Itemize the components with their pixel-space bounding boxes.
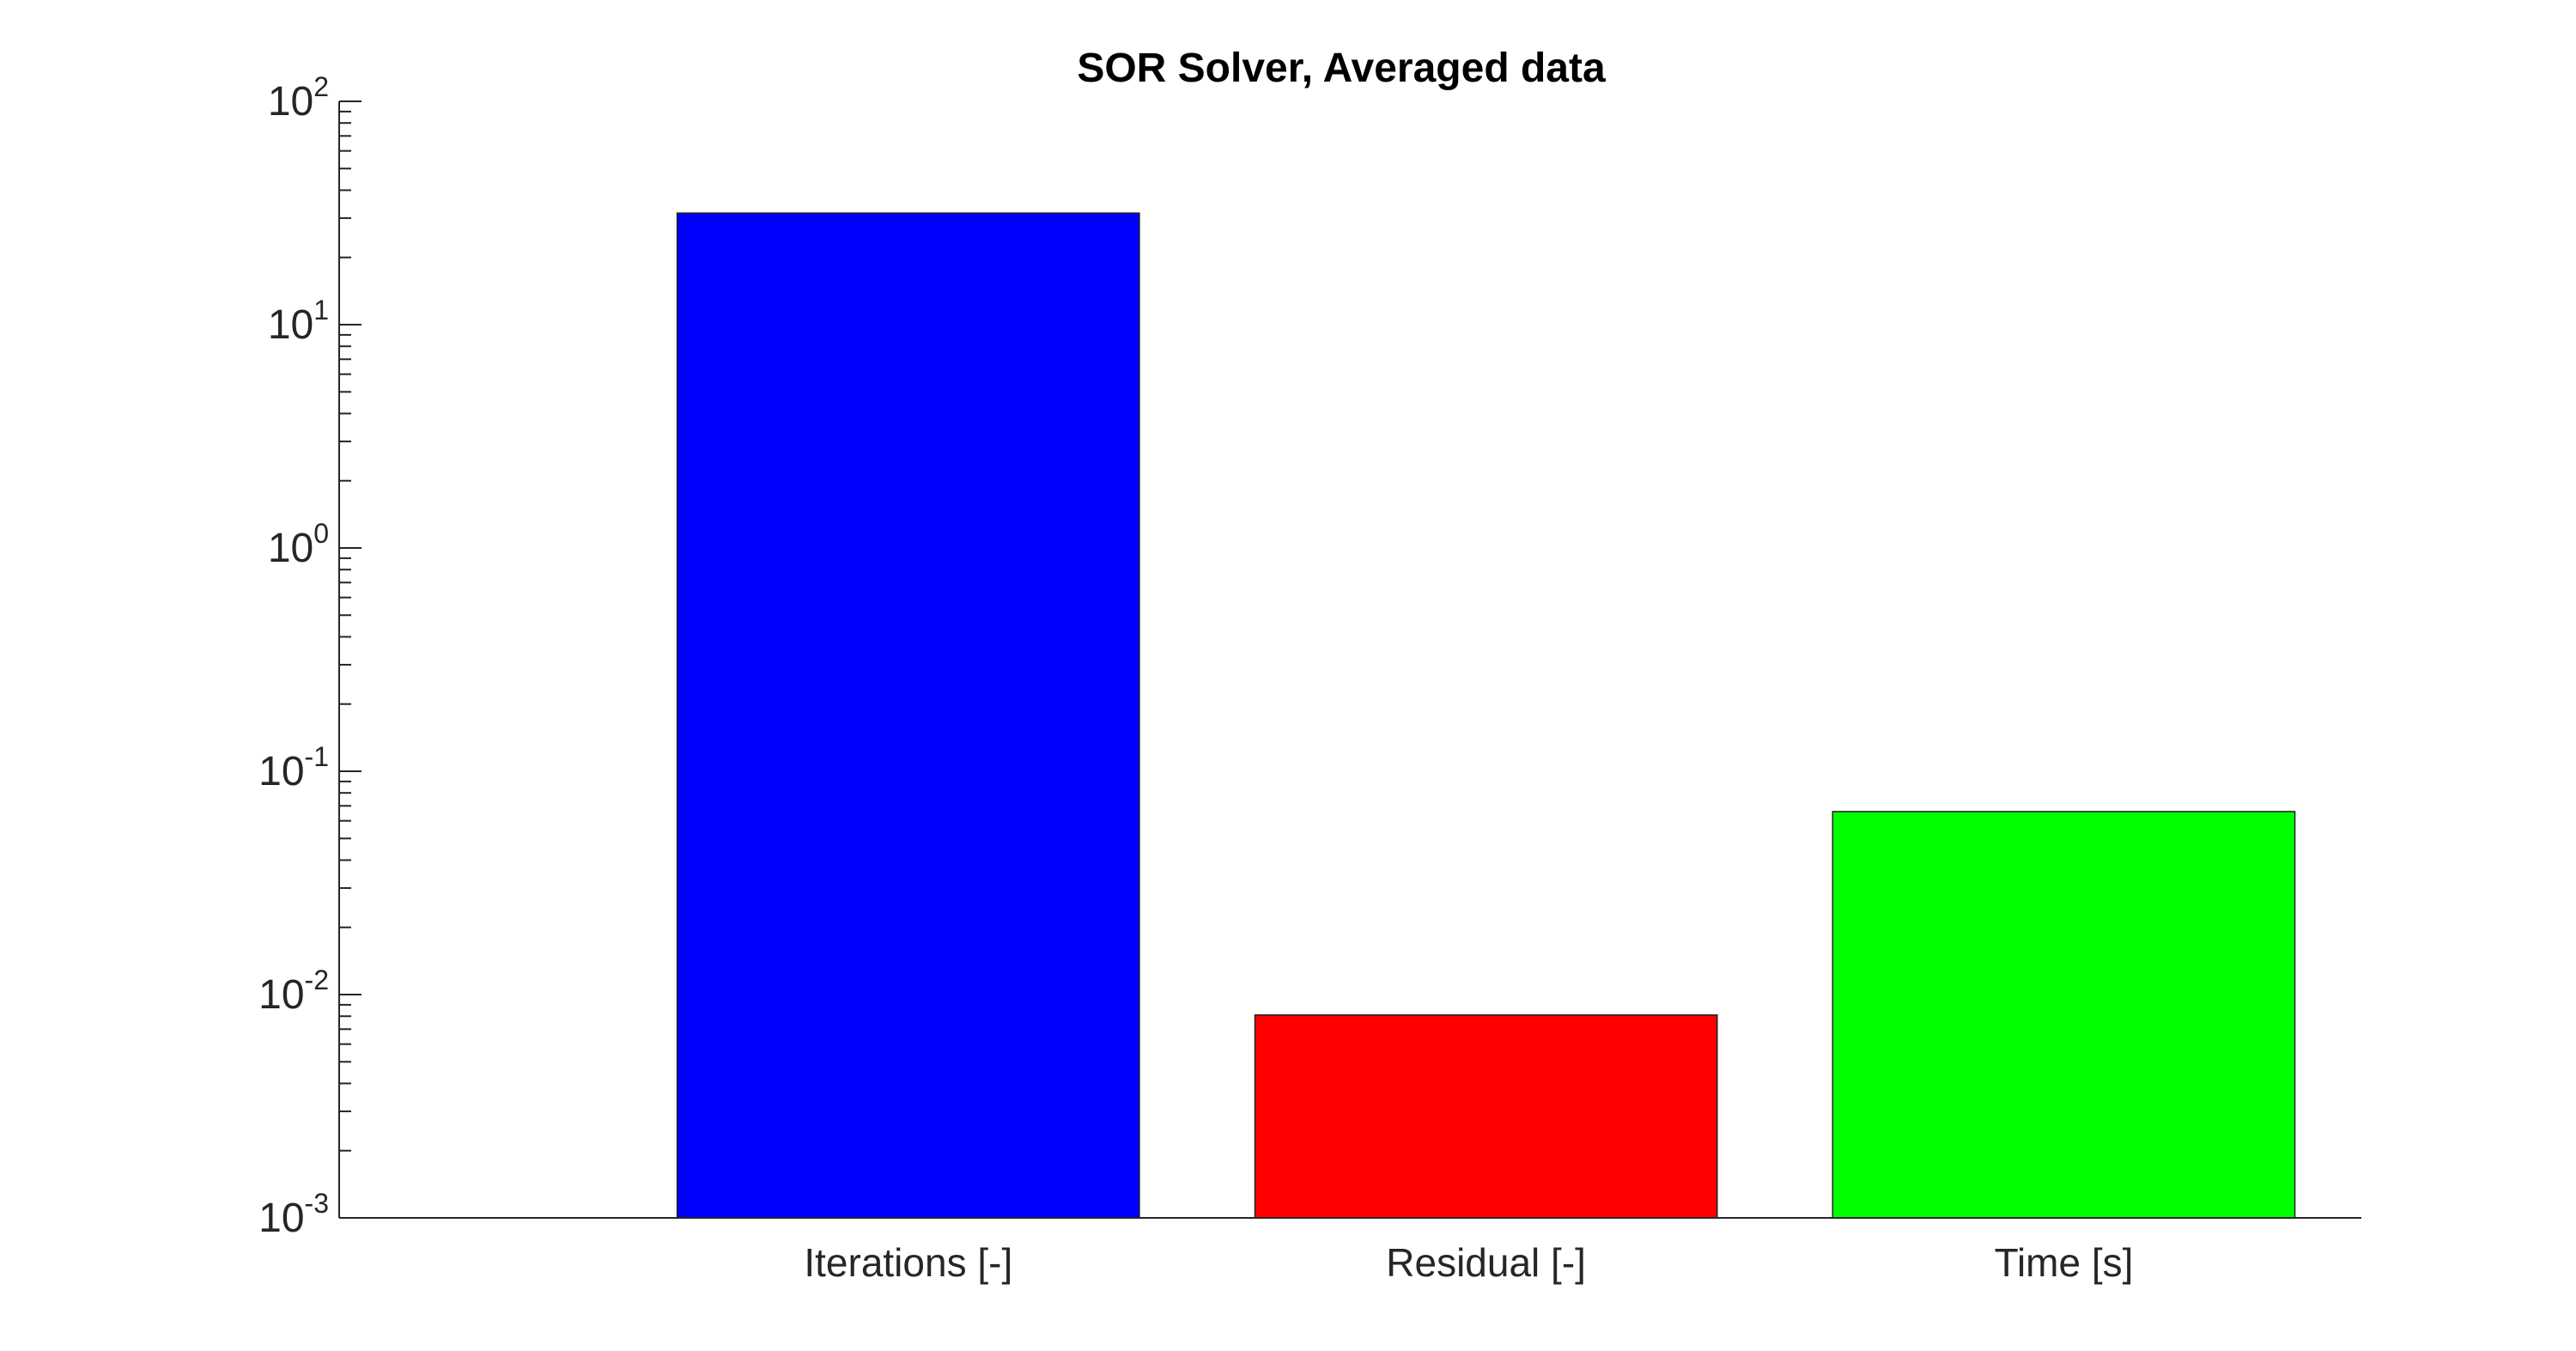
axes-layer [338,101,2361,1219]
x-tick-label: Time [s] [1995,1240,2134,1285]
y-tick-label: 10-3 [258,1188,329,1241]
bars-layer [676,212,2296,1219]
y-tick-label: 10-1 [258,741,329,794]
y-tick-label: 101 [268,295,329,348]
y-tick-label: 102 [268,71,329,125]
x-tick-label: Iterations [-] [804,1240,1012,1285]
bar-iterations [676,212,1140,1219]
bar-residual [1254,1014,1718,1219]
ticks-layer [339,100,361,1219]
bar-time-s [1832,811,2296,1219]
chart-title: SOR Solver, Averaged data [1077,46,1606,91]
x-tick-label: Residual [-] [1386,1240,1586,1285]
y-tick-label: 10-2 [258,965,329,1018]
labels-layer: Iterations [-] Residual [-] Time [s] 10-3 10… [258,71,2133,1285]
y-tick-label: 100 [268,518,329,571]
